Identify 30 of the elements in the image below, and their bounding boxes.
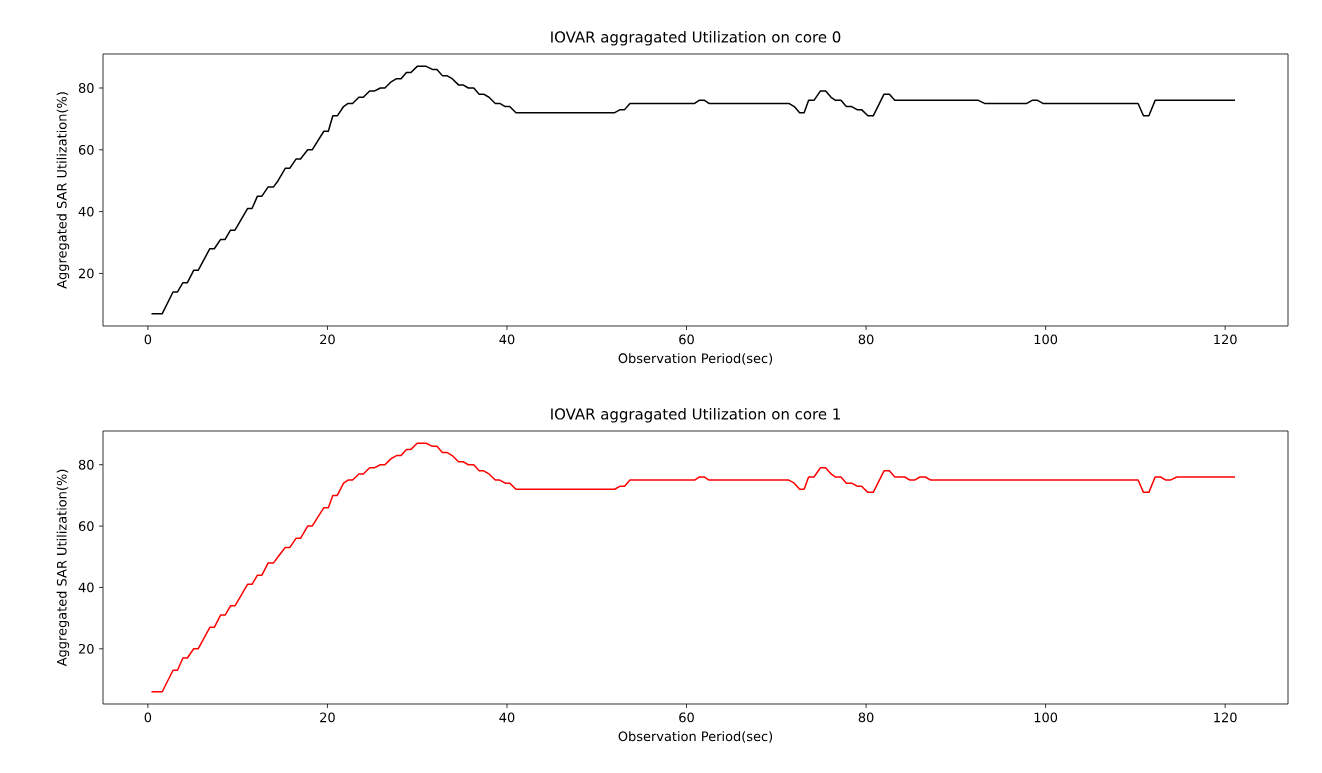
x-tick-label: 120 [1214,712,1237,723]
x-tick-label: 100 [1034,712,1058,723]
line-series [150,442,1236,693]
y-tick-label: 20 [78,643,94,654]
chart-title: IOVAR aggragated Utilization on core 0 [551,31,841,46]
x-tick-label: 20 [320,334,335,345]
y-axis-title: Aggregated SAR Utilization(%) [56,469,70,667]
x-tick-label: 0 [144,712,152,723]
x-axis-title: Observation Period(sec) [618,353,773,365]
x-tick-label: 100 [1034,334,1058,345]
x-tick-label: 60 [679,712,694,723]
y-tick-label: 60 [78,521,94,531]
line-series [150,65,1236,315]
x-tick-label: 40 [499,334,515,345]
x-tick-label: 20 [320,712,335,723]
x-tick-label: 60 [679,334,694,345]
y-axis-title: Aggregated SAR Utilization(%) [56,92,70,289]
y-tick-label: 60 [78,144,94,155]
y-tick-label: 20 [78,268,94,279]
x-tick-label: 0 [144,334,152,345]
x-tick-label: 80 [858,712,874,723]
x-tick-label: 120 [1214,334,1237,345]
x-axis-title: Observation Period(sec) [618,731,773,743]
x-tick-label: 40 [499,712,515,723]
y-tick-label: 40 [78,582,94,593]
y-tick-label: 80 [78,459,94,470]
y-tick-label: 40 [78,206,94,217]
y-tick-label: 80 [78,83,94,93]
chart-title: IOVAR aggragated Utilization on core 1 [551,408,840,423]
x-tick-label: 80 [858,334,874,345]
